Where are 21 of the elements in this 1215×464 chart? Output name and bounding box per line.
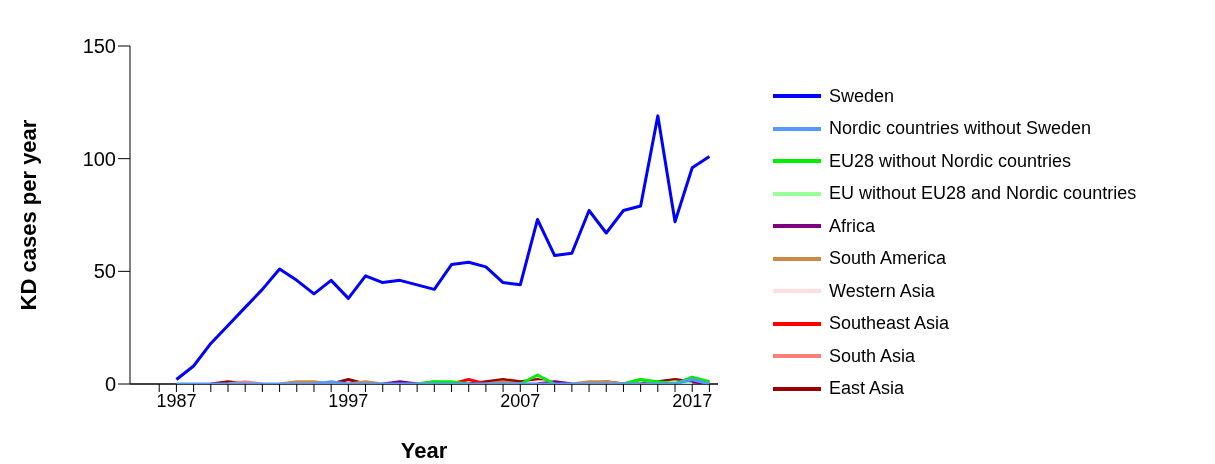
legend-label: Southeast Asia bbox=[829, 313, 950, 335]
y-tick-label: 100 bbox=[82, 147, 116, 170]
x-tick-label: 2017 bbox=[672, 390, 713, 411]
legend-label: EU28 without Nordic countries bbox=[829, 150, 1072, 172]
x-tick-label: 1987 bbox=[156, 390, 197, 411]
y-tick-label: 50 bbox=[93, 260, 116, 283]
legend-label: South Asia bbox=[829, 345, 916, 367]
legend-label: Nordic countries without Sweden bbox=[829, 118, 1092, 140]
x-axis-title: Year bbox=[400, 437, 448, 463]
legend-label: Western Asia bbox=[829, 280, 935, 302]
legend-label: EU without EU28 and Nordic countries bbox=[829, 183, 1137, 205]
x-tick-label: 2007 bbox=[500, 390, 541, 411]
legend-label: Africa bbox=[829, 215, 876, 237]
x-tick-label: 1997 bbox=[328, 390, 369, 411]
y-tick-label: 150 bbox=[82, 35, 116, 58]
legend-label: South America bbox=[829, 248, 947, 270]
legend-label: East Asia bbox=[829, 378, 905, 400]
y-axis-title: KD cases per year bbox=[15, 119, 41, 311]
line-series bbox=[174, 114, 711, 381]
y-tick-label: 0 bbox=[104, 373, 116, 396]
legend-label: Sweden bbox=[829, 85, 895, 107]
